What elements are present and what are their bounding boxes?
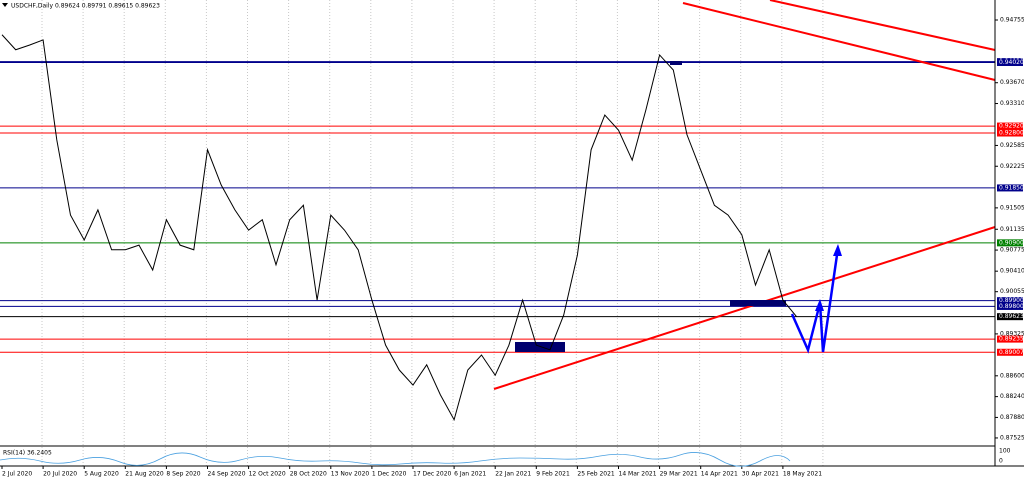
y-tick-label: 0.94755 [1000,17,1024,24]
price-series [1,34,797,422]
level-label: 0.90900 [999,239,1024,246]
y-tick-label: 0.90410 [1000,268,1024,275]
level-label-box [997,58,1023,66]
level-label-box [997,335,1023,343]
level-label-box [997,297,1023,305]
level-label-box [997,302,1023,310]
annotations [493,0,996,390]
level-label-box [997,313,1023,321]
x-tick-label: 18 May 2021 [783,471,822,478]
y-tick-label: 0.89325 [1000,330,1024,337]
channel-line [682,2,996,81]
x-tick-label: 17 Dec 2020 [413,471,452,478]
zone-box [730,300,786,306]
x-tick-label: 8 Sep 2020 [166,471,200,478]
x-tick-label: 28 Oct 2020 [290,471,327,478]
x-tick-label: 24 Sep 2020 [208,471,246,478]
y-tick-label: 0.90055 [1000,288,1024,295]
y-tick-label: 0.91135 [1000,226,1024,233]
level-label-box [997,129,1023,137]
y-tick-label: 0.87525 [1000,434,1024,441]
trend-line [493,226,996,390]
x-tick-label: 14 Mar 2021 [619,471,657,478]
y-tick-label: 0.93310 [1000,100,1024,107]
rsi-axis-label: 0 [999,458,1003,465]
level-label: 0.91850 [999,184,1024,191]
y-tick-label: 0.91505 [1000,204,1024,211]
rsi-line [0,452,791,467]
x-tick-label: 21 Aug 2020 [125,471,164,478]
chart-title: USDCHF,Daily 0.89624 0.89791 0.89615 0.8… [11,3,160,10]
level-label-box [997,239,1023,247]
y-tick-label: 0.88240 [1000,393,1024,400]
axis: 0.94755 0.93670 0.93310 0.92585 0.92225 0.915… [1,17,1024,478]
level-label: 0.89623 [999,313,1024,320]
x-tick-label: 13 Nov 2020 [331,471,370,478]
x-tick-label: 5 Aug 2020 [84,471,119,478]
level-label: 0.89235 [999,336,1024,343]
x-tick-label: 2 Jul 2020 [2,471,32,478]
x-tick-label: 6 Jan 2021 [454,471,486,478]
y-tick-label: 0.92225 [1000,163,1024,170]
level-label: 0.94020 [999,59,1024,66]
x-tick-label: 9 Feb 2021 [536,471,570,478]
x-tick-label: 20 Jul 2020 [43,471,77,478]
level-label: 0.92800 [999,130,1024,137]
price-line [1,34,797,422]
y-tick-label: 0.92585 [1000,142,1024,149]
level-label: 0.89800 [999,303,1024,310]
arrow-head [833,244,842,256]
level-label-box [997,348,1023,356]
x-tick-label: 29 Mar 2021 [660,471,698,478]
y-tick-label: 0.87880 [1000,414,1024,421]
rsi-axis-label: 100 [999,448,1011,455]
x-tick-label: 30 Apr 2021 [742,471,779,478]
x-tick-label: 1 Dec 2020 [372,471,407,478]
y-tick-label: 0.88600 [1000,372,1024,379]
level-label-box [997,184,1023,192]
x-tick-label: 14 Apr 2021 [701,471,738,478]
arrow-head [815,299,824,311]
y-tick-label: 0.93670 [1000,79,1024,86]
zone-box [515,342,565,352]
y-tick-label: 0.90775 [1000,247,1024,254]
rsi-title: RSI(14) 36.2405 [3,450,52,457]
x-tick-label: 25 Feb 2021 [577,471,615,478]
level-label: 0.89900 [999,297,1024,304]
zone-box [670,61,682,65]
channel-line [769,0,996,51]
menu-arrow [2,3,8,7]
level-label-box [997,122,1023,130]
x-tick-label: 22 Jan 2021 [495,471,531,478]
x-tick-label: 12 Oct 2020 [249,471,286,478]
level-label: 0.92920 [999,123,1024,130]
level-label: 0.89007 [999,349,1024,356]
